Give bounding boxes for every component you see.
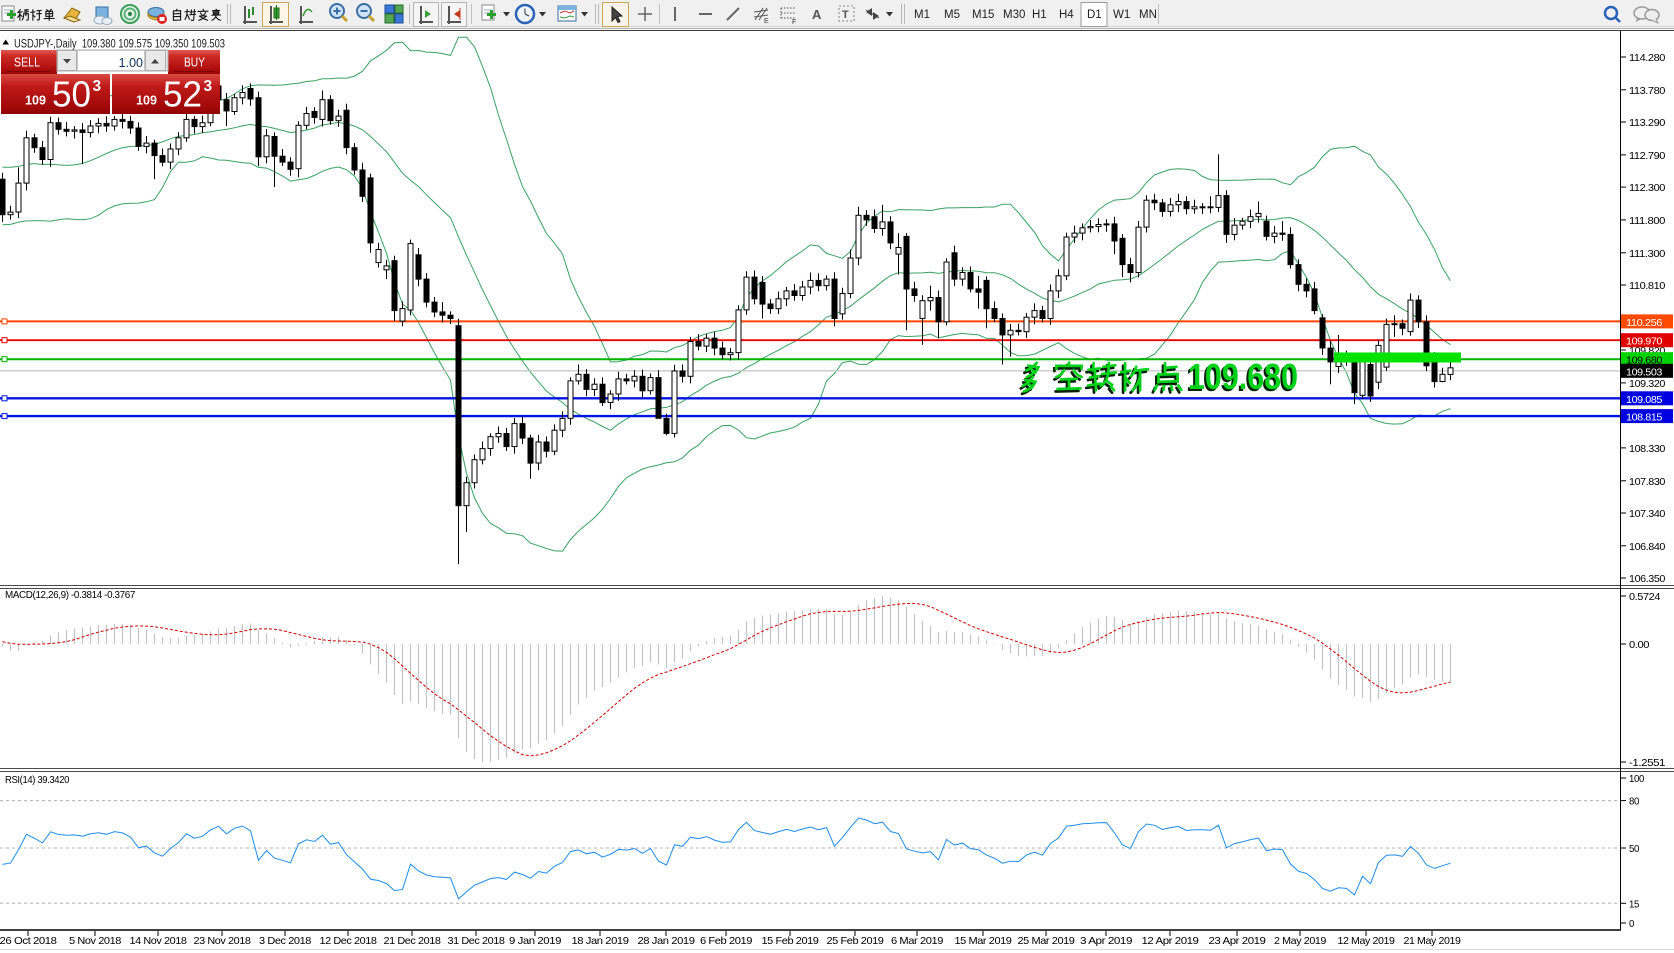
svg-text:109.680: 109.680 — [1188, 356, 1298, 397]
svg-text:106.350: 106.350 — [1629, 573, 1666, 585]
svg-text:100: 100 — [1629, 773, 1645, 785]
svg-text:3 Apr 2019: 3 Apr 2019 — [1080, 935, 1133, 947]
svg-text:111.300: 111.300 — [1629, 248, 1666, 260]
svg-text:25 Mar 2019: 25 Mar 2019 — [1018, 935, 1076, 947]
svg-text:12 Apr 2019: 12 Apr 2019 — [1142, 935, 1200, 947]
svg-text:109: 109 — [136, 94, 157, 108]
svg-text:T: T — [842, 9, 849, 21]
svg-text:0.00: 0.00 — [1629, 639, 1650, 651]
svg-text:0: 0 — [1629, 918, 1635, 930]
svg-text:112.790: 112.790 — [1629, 150, 1666, 162]
svg-text:18 Jan 2019: 18 Jan 2019 — [572, 935, 630, 947]
svg-text:14 Nov 2018: 14 Nov 2018 — [130, 935, 188, 947]
svg-text:6 Mar 2019: 6 Mar 2019 — [891, 935, 944, 947]
svg-text:H4: H4 — [1059, 9, 1074, 21]
svg-text:SELL: SELL — [14, 56, 40, 70]
svg-text:W1: W1 — [1113, 9, 1130, 21]
svg-text:3: 3 — [204, 78, 213, 95]
svg-text:109.320: 109.320 — [1629, 378, 1666, 390]
svg-text:A: A — [812, 7, 822, 22]
svg-text:113.290: 113.290 — [1629, 117, 1666, 129]
svg-text:15: 15 — [1629, 898, 1640, 910]
svg-text:USDJPY-,Daily 109.380 109.575: USDJPY-,Daily 109.380 109.575 109.350 10… — [14, 39, 225, 51]
svg-text:9 Jan 2019: 9 Jan 2019 — [509, 935, 562, 947]
svg-text:109.503: 109.503 — [1626, 366, 1663, 378]
svg-text:0.5724: 0.5724 — [1629, 591, 1661, 603]
svg-text:RSI(14) 39.3420: RSI(14) 39.3420 — [5, 774, 69, 786]
svg-text:109.085: 109.085 — [1626, 394, 1663, 406]
svg-text:52: 52 — [163, 74, 202, 115]
svg-text:3: 3 — [93, 78, 102, 95]
svg-text:80: 80 — [1629, 796, 1640, 808]
svg-text:23 Nov 2018: 23 Nov 2018 — [194, 935, 252, 947]
svg-text:D1: D1 — [1087, 9, 1102, 21]
svg-text:107.830: 107.830 — [1629, 476, 1666, 488]
svg-text:MN: MN — [1139, 9, 1157, 21]
svg-text:1.00: 1.00 — [119, 56, 143, 70]
svg-text:M5: M5 — [944, 9, 960, 21]
svg-text:113.780: 113.780 — [1629, 85, 1666, 97]
svg-text:E: E — [764, 18, 769, 25]
svg-text:109.680: 109.680 — [1186, 358, 1296, 399]
svg-text:21 Dec 2018: 21 Dec 2018 — [384, 935, 442, 947]
svg-text:108.330: 108.330 — [1629, 443, 1666, 455]
svg-text:108.815: 108.815 — [1626, 412, 1663, 424]
svg-text:21 May 2019: 21 May 2019 — [1404, 935, 1462, 947]
svg-text:28 Jan 2019: 28 Jan 2019 — [638, 935, 696, 947]
svg-text:BUY: BUY — [184, 56, 206, 70]
svg-text:12 Dec 2018: 12 Dec 2018 — [320, 935, 378, 947]
svg-text:107.340: 107.340 — [1629, 508, 1666, 520]
svg-text:109: 109 — [25, 94, 46, 108]
svg-text:114.280: 114.280 — [1629, 52, 1666, 64]
svg-text:110.810: 110.810 — [1629, 280, 1666, 292]
svg-text:31 Dec 2018: 31 Dec 2018 — [448, 935, 506, 947]
svg-text:5 Nov 2018: 5 Nov 2018 — [69, 935, 122, 947]
svg-text:23 Apr 2019: 23 Apr 2019 — [1209, 935, 1267, 947]
svg-text:106.840: 106.840 — [1629, 541, 1666, 553]
svg-text:109.970: 109.970 — [1626, 336, 1663, 348]
svg-text:-1.2551: -1.2551 — [1629, 757, 1666, 769]
svg-text:6 Feb 2019: 6 Feb 2019 — [700, 935, 753, 947]
svg-text:2 May 2019: 2 May 2019 — [1274, 935, 1327, 947]
svg-text:15 Mar 2019: 15 Mar 2019 — [955, 935, 1013, 947]
svg-text:M1: M1 — [914, 9, 930, 21]
svg-text:109.680: 109.680 — [1626, 355, 1663, 367]
svg-text:12 May 2019: 12 May 2019 — [1338, 935, 1396, 947]
svg-text:50: 50 — [1629, 843, 1640, 855]
svg-text:M30: M30 — [1003, 9, 1025, 21]
svg-text:26 Oct 2018: 26 Oct 2018 — [0, 935, 57, 947]
svg-text:M15: M15 — [972, 9, 994, 21]
svg-text:112.300: 112.300 — [1629, 182, 1666, 194]
svg-text:50: 50 — [52, 74, 91, 115]
svg-text:25 Feb 2019: 25 Feb 2019 — [827, 935, 885, 947]
svg-text:111.800: 111.800 — [1629, 215, 1666, 227]
svg-text:110.256: 110.256 — [1626, 317, 1663, 329]
svg-text:15 Feb 2019: 15 Feb 2019 — [762, 935, 820, 947]
svg-text:MACD(12,26,9) -0.3814 -0.3767: MACD(12,26,9) -0.3814 -0.3767 — [5, 589, 136, 601]
svg-text:H1: H1 — [1032, 9, 1047, 21]
svg-text:F: F — [792, 19, 796, 26]
svg-text:3 Dec 2018: 3 Dec 2018 — [259, 935, 312, 947]
